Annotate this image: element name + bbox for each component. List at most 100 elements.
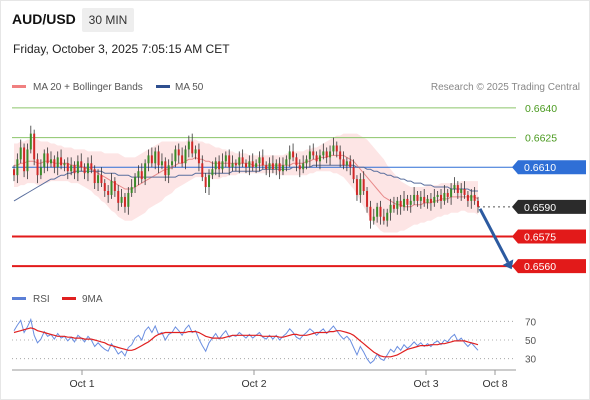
candle <box>16 153 19 184</box>
candle <box>466 190 469 207</box>
candle <box>295 153 298 172</box>
x-tick-label: Oct 1 <box>69 378 94 390</box>
candle <box>463 181 466 199</box>
candle <box>382 208 385 225</box>
candle <box>120 189 123 207</box>
candle <box>251 153 254 172</box>
candle <box>238 151 241 174</box>
timestamp: Friday, October 3, 2025 7:05:15 AM CET <box>13 42 230 56</box>
support-1-tag-label: 0.6575 <box>524 231 556 243</box>
candle <box>208 169 211 195</box>
pivot-tag-label: 0.6610 <box>524 162 556 174</box>
candle <box>181 147 184 168</box>
rsi-panel: 70 50 30 <box>12 317 537 366</box>
candle <box>29 125 32 154</box>
candle <box>352 159 355 184</box>
candle <box>376 202 379 223</box>
candle <box>12 165 16 182</box>
candle <box>372 208 375 225</box>
pivot-tag <box>512 160 586 175</box>
candle <box>23 143 26 178</box>
candle <box>285 155 288 172</box>
candle <box>197 143 200 172</box>
candle <box>33 129 36 166</box>
candle <box>231 155 234 172</box>
candle <box>83 163 86 180</box>
candle <box>456 181 459 199</box>
timeframe-badge[interactable] <box>82 8 134 32</box>
candle <box>278 157 281 180</box>
candle <box>342 151 345 170</box>
pair-title: AUD/USD <box>12 11 76 27</box>
last-price-tag-label: 0.6590 <box>524 202 556 214</box>
candle <box>355 175 358 201</box>
support-2-tag-label: 0.6560 <box>524 261 556 273</box>
candle <box>322 143 325 160</box>
candle <box>201 155 204 182</box>
candle <box>244 159 248 174</box>
candle <box>362 171 365 195</box>
candle <box>73 161 76 180</box>
candle <box>167 159 170 184</box>
candle <box>107 185 110 203</box>
candle <box>379 200 382 225</box>
candle <box>298 159 301 178</box>
candle <box>470 189 473 209</box>
candle <box>19 139 22 164</box>
candle <box>144 159 147 186</box>
forecast-arrow-head <box>502 259 514 270</box>
candle <box>39 159 42 180</box>
candle <box>147 149 150 172</box>
candle <box>450 183 453 205</box>
candle <box>36 153 39 184</box>
rsi-line <box>13 317 479 365</box>
candle <box>345 157 348 172</box>
candle <box>292 143 295 162</box>
candle <box>123 192 126 213</box>
bollinger-band <box>14 133 478 233</box>
candle <box>174 145 177 168</box>
candle <box>315 151 318 168</box>
candle <box>335 141 338 158</box>
candle <box>221 153 224 174</box>
rsi-tick-label: 50 <box>525 336 537 347</box>
candle <box>403 190 406 211</box>
candle <box>204 173 207 193</box>
candle <box>113 177 116 197</box>
rsi-ma9-line <box>13 327 479 358</box>
candle <box>443 185 446 205</box>
support-2-tag <box>512 259 586 274</box>
candle <box>312 143 315 160</box>
support-1-tag <box>512 229 586 244</box>
candle <box>288 145 291 168</box>
candle <box>302 155 305 174</box>
candle <box>137 165 140 186</box>
rsi-tick-label: 30 <box>525 355 537 366</box>
candle <box>305 155 308 170</box>
rsi-legend-swatch <box>12 297 26 300</box>
candle <box>56 151 59 176</box>
candle <box>258 151 261 172</box>
candle <box>218 155 221 178</box>
ma9-legend-label: 9MA <box>82 294 103 305</box>
ma9-legend-swatch <box>62 297 76 300</box>
candle <box>332 137 335 156</box>
price-levels <box>12 107 516 268</box>
candle <box>325 147 328 164</box>
candle <box>187 135 190 158</box>
candle <box>329 145 332 166</box>
candle <box>248 155 251 176</box>
forecast <box>478 208 514 270</box>
candle <box>349 155 352 176</box>
ma20-legend-label: MA 20 + Bollinger Bands <box>33 82 143 93</box>
candle <box>419 190 422 209</box>
resistance-2-label: 0.6640 <box>525 103 557 115</box>
candle <box>255 159 258 174</box>
candle <box>224 151 227 168</box>
candle <box>265 161 268 176</box>
candle <box>392 196 395 213</box>
candle <box>46 147 49 172</box>
resistance-1-label: 0.6625 <box>525 133 557 145</box>
candle <box>194 145 197 160</box>
